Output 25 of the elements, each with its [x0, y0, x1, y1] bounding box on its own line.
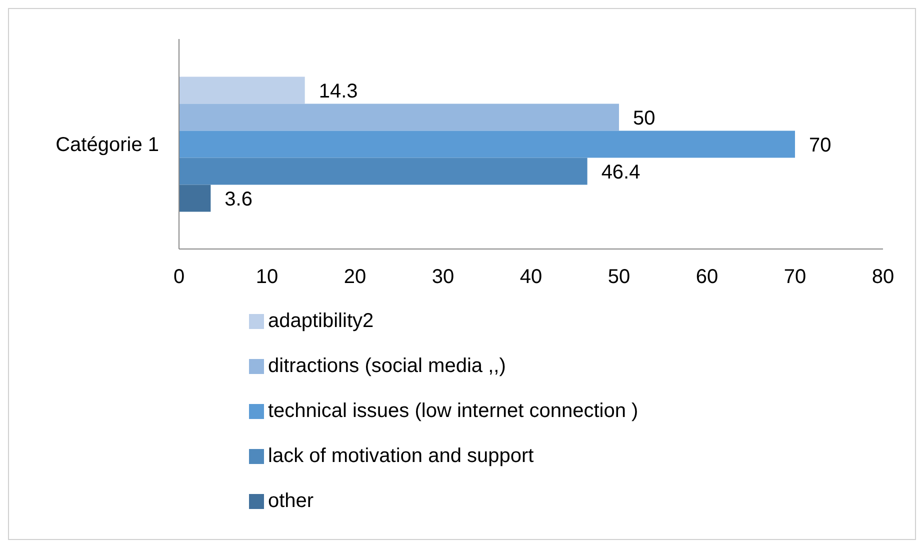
x-tick-label: 20: [344, 266, 366, 288]
x-tick-label: 80: [872, 266, 894, 288]
data-label: 3.6: [224, 188, 252, 210]
x-tick-label: 0: [173, 266, 185, 288]
bar: [179, 184, 211, 212]
x-tick-label: 50: [608, 266, 630, 288]
x-tick-label: 30: [432, 266, 454, 288]
legend-label: lack of motivation and support: [268, 445, 534, 468]
data-label: 50: [633, 107, 656, 130]
x-tick-label: 70: [784, 266, 806, 288]
data-label: 70: [809, 134, 832, 156]
y-tick-label: Catégorie 1: [56, 134, 159, 156]
x-tick-label: 10: [256, 266, 278, 288]
bar: [179, 76, 305, 104]
data-label: 14.3: [318, 80, 358, 102]
legend-label: adaptibility2: [268, 310, 374, 333]
legend-label: other: [268, 490, 314, 513]
bar: [179, 104, 619, 131]
bar: [179, 158, 588, 185]
legend-label: technical issues (low internet connection ): [268, 400, 638, 423]
data-label: 46.4: [601, 161, 640, 184]
x-tick-label: 40: [520, 266, 542, 288]
bar: [179, 130, 795, 158]
legend-label: ditractions (social media ,,): [268, 355, 506, 378]
x-tick-label: 60: [696, 266, 718, 288]
